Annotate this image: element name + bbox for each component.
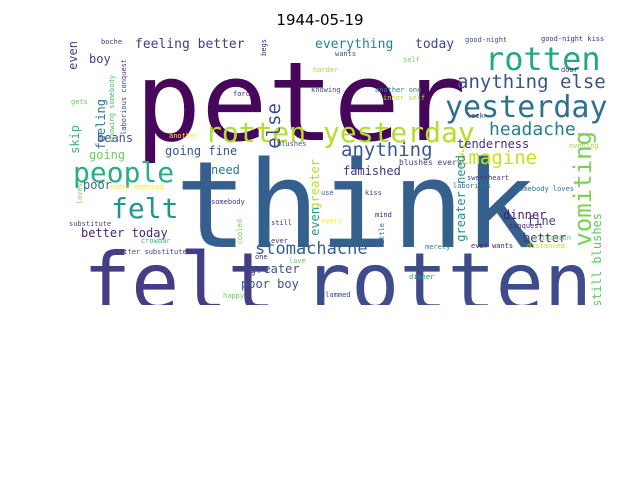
word-laborious-conquest: laborious conquest — [120, 59, 128, 135]
word-knowing-somebody: knowing somebody — [108, 75, 116, 143]
word-ever-wants: ever wants — [471, 242, 514, 250]
word-substitute: substitute — [69, 220, 112, 228]
word-even: even — [308, 207, 322, 236]
word-greater: greater — [249, 262, 300, 276]
word-still: still — [271, 219, 293, 227]
word-better-today: better today — [81, 226, 168, 240]
word-rotten-yesterday: rotten yesterday — [205, 116, 475, 149]
word-slammed: slammed — [321, 291, 351, 299]
word-somebody: somebody — [211, 198, 245, 206]
word-distanced: distanced — [527, 242, 565, 250]
word-anything-else: anything else — [457, 71, 606, 93]
word-kiss: kiss — [365, 189, 382, 197]
word-good-night: good-night — [465, 36, 508, 44]
word-harder: harder — [313, 66, 339, 74]
word-blushes: blushes — [277, 140, 307, 148]
word-headache: headache — [489, 119, 576, 140]
word-somebody-loves: somebody loves — [515, 185, 575, 193]
word-ever: ever — [271, 237, 288, 245]
word-conquest: conquest — [509, 222, 543, 230]
word-cooled: cooled — [236, 219, 244, 245]
word-fine: fine — [527, 214, 556, 228]
word-good-night-kiss: good-night kiss — [541, 35, 605, 43]
word-happy: happy — [223, 292, 245, 300]
word-skip: skip — [68, 125, 82, 154]
word-people: people — [73, 156, 175, 189]
word-knowing: knowing — [311, 86, 341, 94]
word-one: one — [255, 253, 268, 261]
word-felt: felt — [83, 236, 276, 306]
word-lock: lock — [467, 112, 484, 120]
word-need: need — [211, 163, 240, 177]
word-evening: evening — [569, 142, 599, 150]
word-going: going — [89, 148, 126, 162]
chart-title: 1944-05-19 — [276, 11, 364, 29]
word-inner-self: inner self — [383, 94, 426, 102]
word-another: another — [169, 132, 199, 140]
word-loves: loves — [76, 183, 84, 205]
word-greater-need: greater need — [454, 155, 468, 242]
word-anything: anything — [341, 139, 433, 161]
word-better-substitute: better substitute — [115, 248, 187, 256]
word-yesterday: yesterday — [445, 90, 608, 125]
word-use: use — [321, 189, 334, 197]
word-blushes-every: blushes every — [399, 158, 462, 167]
word-gets: gets — [71, 98, 88, 106]
word-still-blushes: still blushes — [590, 213, 604, 305]
word-peter: peter — [135, 38, 467, 166]
word-even: even — [66, 41, 80, 70]
word-stomachache: stomachache — [255, 239, 368, 259]
word-little: little — [378, 223, 386, 249]
word-tenderness: tenderness — [457, 137, 530, 151]
word-beans: beans — [97, 131, 134, 145]
word-rotten: rotten — [303, 236, 592, 306]
word-crowbar: crowbar — [141, 237, 171, 245]
word-felt: felt — [111, 192, 179, 225]
word-greater: greater — [308, 159, 322, 210]
word-rotten: rotten — [485, 40, 601, 78]
word-better: better — [523, 231, 567, 245]
word-dinner: dinner — [409, 273, 435, 281]
word-boche: boche — [101, 38, 123, 46]
word-poor-boy: poor boy — [241, 277, 299, 291]
word-self: self — [403, 56, 420, 64]
word-another-one: another one — [375, 86, 422, 94]
word-poor: poor — [83, 178, 112, 192]
word-every: every — [321, 217, 343, 225]
word-everything: everything — [315, 37, 394, 52]
word-sweetheart: sweetheart — [467, 174, 510, 182]
word-love: love — [289, 257, 306, 265]
word-dinner: dinner — [503, 208, 547, 222]
word-think: think — [175, 137, 537, 276]
word-situation: situation — [533, 234, 571, 242]
word-laborious: laborious — [453, 182, 491, 190]
word-merely: merely — [425, 243, 451, 251]
word-wants: wants — [335, 50, 357, 58]
word-door: door — [561, 66, 578, 74]
word-going-fine: going fine — [165, 144, 238, 158]
word-mind: mind — [375, 211, 392, 219]
word-force: force — [233, 90, 255, 98]
word-boy: boy — [89, 52, 111, 66]
word-imagine: imagine — [457, 147, 538, 169]
word-cloud: peter think felt rotten rotten yesterday rott… — [65, 35, 610, 305]
word-every-evening: every evening — [109, 183, 164, 191]
word-feeling-better: feeling better — [135, 37, 245, 52]
word-begs: begs — [260, 39, 268, 56]
word-famished: famished — [343, 164, 401, 178]
word-today: today — [415, 37, 455, 52]
